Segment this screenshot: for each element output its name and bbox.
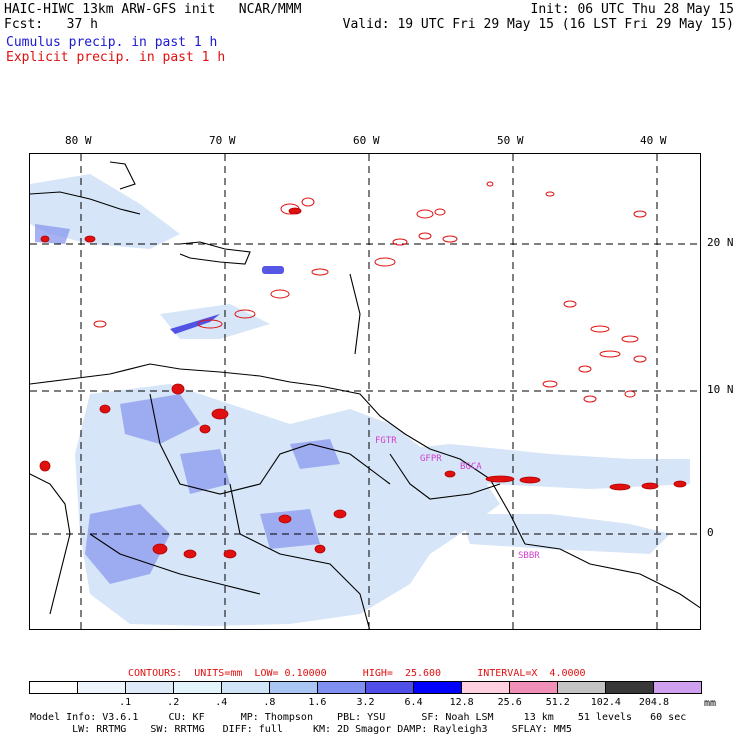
contour-info: CONTOURS: UNITS=mm LOW= 0.10000 HIGH= 25… [128, 668, 586, 679]
color-bar-tick-label: .8 [263, 697, 276, 708]
color-swatch [126, 682, 174, 693]
cumulus-precip-label: Cumulus precip. in past 1 h [6, 35, 218, 50]
explicit-precip-heavy [39, 207, 687, 559]
color-swatch [222, 682, 270, 693]
plot-title: HAIC-HIWC 13km ARW-GFS init NCAR/MMM [4, 2, 302, 17]
forecast-hour: Fcst: 37 h [4, 17, 98, 32]
color-swatch [414, 682, 462, 693]
color-bar-tick-label: 6.4 [404, 697, 423, 708]
color-bar-tick-label: 51.2 [545, 697, 570, 708]
color-swatch [318, 682, 366, 693]
station-label-fgtr: FGTR [375, 436, 397, 446]
map-canvas [30, 154, 700, 629]
model-info-line2: LW: RRTMG SW: RRTMG DIFF: full KM: 2D Sm… [30, 724, 572, 735]
color-swatch [606, 682, 654, 693]
station-label-gfpr: GFPR [420, 454, 442, 464]
color-bar-tick-label: 102.4 [590, 697, 621, 708]
model-info-line1: Model Info: V3.6.1 CU: KF MP: Thompson P… [30, 712, 687, 723]
color-swatch [78, 682, 126, 693]
color-bar-unit: mm [704, 698, 717, 709]
explicit-precip-contours [93, 181, 647, 403]
color-bar-tick-label: 204.8 [638, 697, 669, 708]
lon-label-50w: 50 W [497, 134, 524, 147]
color-bar-tick-label: .1 [119, 697, 132, 708]
valid-time: Valid: 19 UTC Fri 29 May 15 (16 LST Fri … [342, 17, 734, 32]
init-time: Init: 06 UTC Thu 28 May 15 [530, 2, 735, 17]
color-bar-tick-label: 12.8 [449, 697, 474, 708]
station-label-sbbr: SBBR [518, 551, 540, 561]
color-swatch [462, 682, 510, 693]
color-bar-tick-label: 3.2 [356, 697, 375, 708]
explicit-precip-label: Explicit precip. in past 1 h [6, 50, 226, 65]
lat-label-20n: 20 N [707, 236, 734, 249]
color-swatch [366, 682, 414, 693]
precip-map: FGTR GFPR BGCA SBBR [29, 153, 701, 630]
coastlines [30, 161, 700, 629]
color-swatch [174, 682, 222, 693]
lon-label-70w: 70 W [209, 134, 236, 147]
cumulus-precip-medium [35, 224, 340, 584]
color-swatch [654, 682, 701, 693]
lat-lon-grid [30, 154, 700, 629]
color-bar [29, 681, 702, 694]
color-swatch [558, 682, 606, 693]
cumulus-precip-heavy [170, 266, 284, 334]
color-swatch [510, 682, 558, 693]
color-swatch [30, 682, 78, 693]
lon-label-60w: 60 W [353, 134, 380, 147]
color-bar-tick-label: .2 [167, 697, 180, 708]
color-swatch [270, 682, 318, 693]
lat-label-0: 0 [707, 526, 714, 539]
color-bar-tick-label: .4 [215, 697, 228, 708]
station-label-bgca: BGCA [460, 462, 482, 472]
color-bar-tick-label: 1.6 [308, 697, 327, 708]
lon-label-80w: 80 W [65, 134, 92, 147]
lat-label-10n: 10 N [707, 383, 734, 396]
lon-label-40w: 40 W [640, 134, 667, 147]
color-bar-tick-label: 25.6 [497, 697, 522, 708]
